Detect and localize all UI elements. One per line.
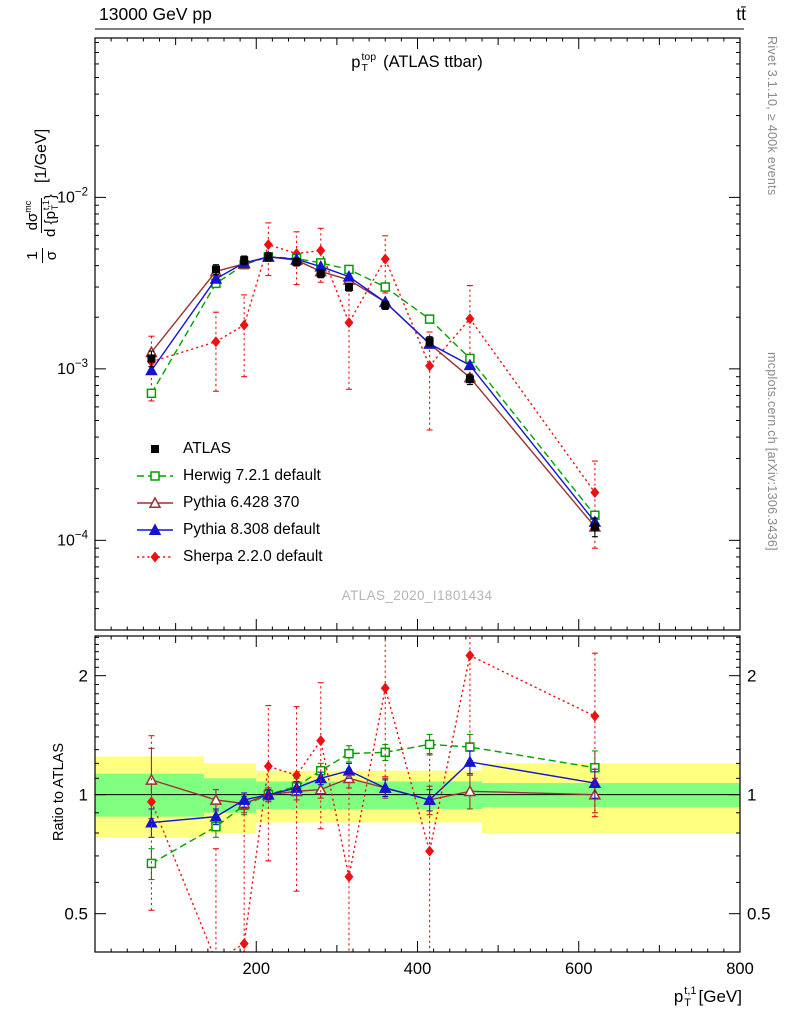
title-symbol: p	[351, 53, 361, 72]
legend-item-atlas: ATLAS	[136, 438, 323, 459]
rivet-version-label: Rivet 3.1.10, ≥ 400k events	[765, 36, 779, 196]
analysis-id-watermark: ATLAS_2020_I1801434	[341, 588, 493, 603]
title-subsup: top T	[361, 51, 377, 75]
legend-label: Sherpa 2.2.0 default	[183, 547, 323, 565]
xlabel-subsup: t,1 T	[684, 985, 697, 1009]
svg-text:2: 2	[79, 667, 88, 686]
x-axis-label: p t,1 T [GeV]	[673, 985, 742, 1009]
svg-text:10−3: 10−3	[57, 358, 88, 378]
svg-text:0.5: 0.5	[747, 905, 771, 924]
axis-tick-labels: 10−2 10−3 10−4 0.5 0.5 1 1 2 2 200 400 600 800	[57, 186, 771, 978]
svg-text:1: 1	[747, 786, 756, 805]
svg-text:600: 600	[565, 960, 593, 978]
title-sup: top	[361, 51, 377, 63]
axis-ticks	[94, 38, 741, 953]
y-axis-label-ratio: Ratio to ATLAS	[51, 742, 67, 842]
legend-label: Pythia 8.308 default	[183, 520, 321, 538]
ylabel-frac-2: dσmc d {p t,1 T}	[22, 194, 61, 237]
svg-text:800: 800	[726, 960, 754, 978]
mcplots-credit-label: mcplots.cern.ch [arXiv:1306.3436]	[765, 352, 779, 551]
plot-title: p top T (ATLAS ttbar)	[351, 51, 483, 75]
xlabel-symbol: p	[673, 987, 684, 1007]
svg-text:2: 2	[747, 667, 756, 686]
title-sub: T	[361, 62, 368, 75]
ratio-series-sherpa-2-2-0-default	[146, 636, 600, 952]
title-suffix: (ATLAS ttbar)	[383, 53, 483, 72]
process-label: tt̄	[736, 4, 746, 24]
legend-marker-pythia-8-308-default	[137, 522, 173, 535]
svg-text:400: 400	[404, 960, 432, 978]
xlabel-units: [GeV]	[698, 987, 742, 1007]
svg-text:1: 1	[79, 786, 88, 805]
svg-text:200: 200	[242, 960, 270, 978]
legend: ATLAS Herwig 7.2.1 default Pythia 6.428 37…	[136, 438, 323, 567]
legend-marker-pythia-6-428-370	[137, 495, 173, 508]
legend-item-pythia-6-428-370: Pythia 6.428 370	[136, 492, 323, 513]
legend-marker-herwig-7-2-1-default	[137, 470, 173, 481]
legend-label: Pythia 6.428 370	[183, 493, 300, 511]
ylabel-units: [1/GeV]	[33, 128, 50, 184]
main-series-atlas	[147, 252, 599, 538]
svg-text:10−2: 10−2	[57, 186, 88, 206]
svg-text:0.5: 0.5	[64, 905, 88, 924]
legend-marker-sherpa-2-2-0-default	[137, 551, 173, 562]
beam-energy-label: 13000 GeV pp	[99, 4, 212, 24]
legend-item-sherpa-2-2-0-default: Sherpa 2.2.0 default	[136, 546, 323, 567]
legend-label: ATLAS	[183, 439, 231, 457]
legend-item-pythia-8-308-default: Pythia 8.308 default	[136, 519, 323, 540]
legend-label: Herwig 7.2.1 default	[183, 466, 321, 484]
svg-text:10−4: 10−4	[57, 529, 89, 549]
legend-marker-atlas	[151, 444, 159, 453]
legend-item-herwig-7-2-1-default: Herwig 7.2.1 default	[136, 465, 323, 486]
